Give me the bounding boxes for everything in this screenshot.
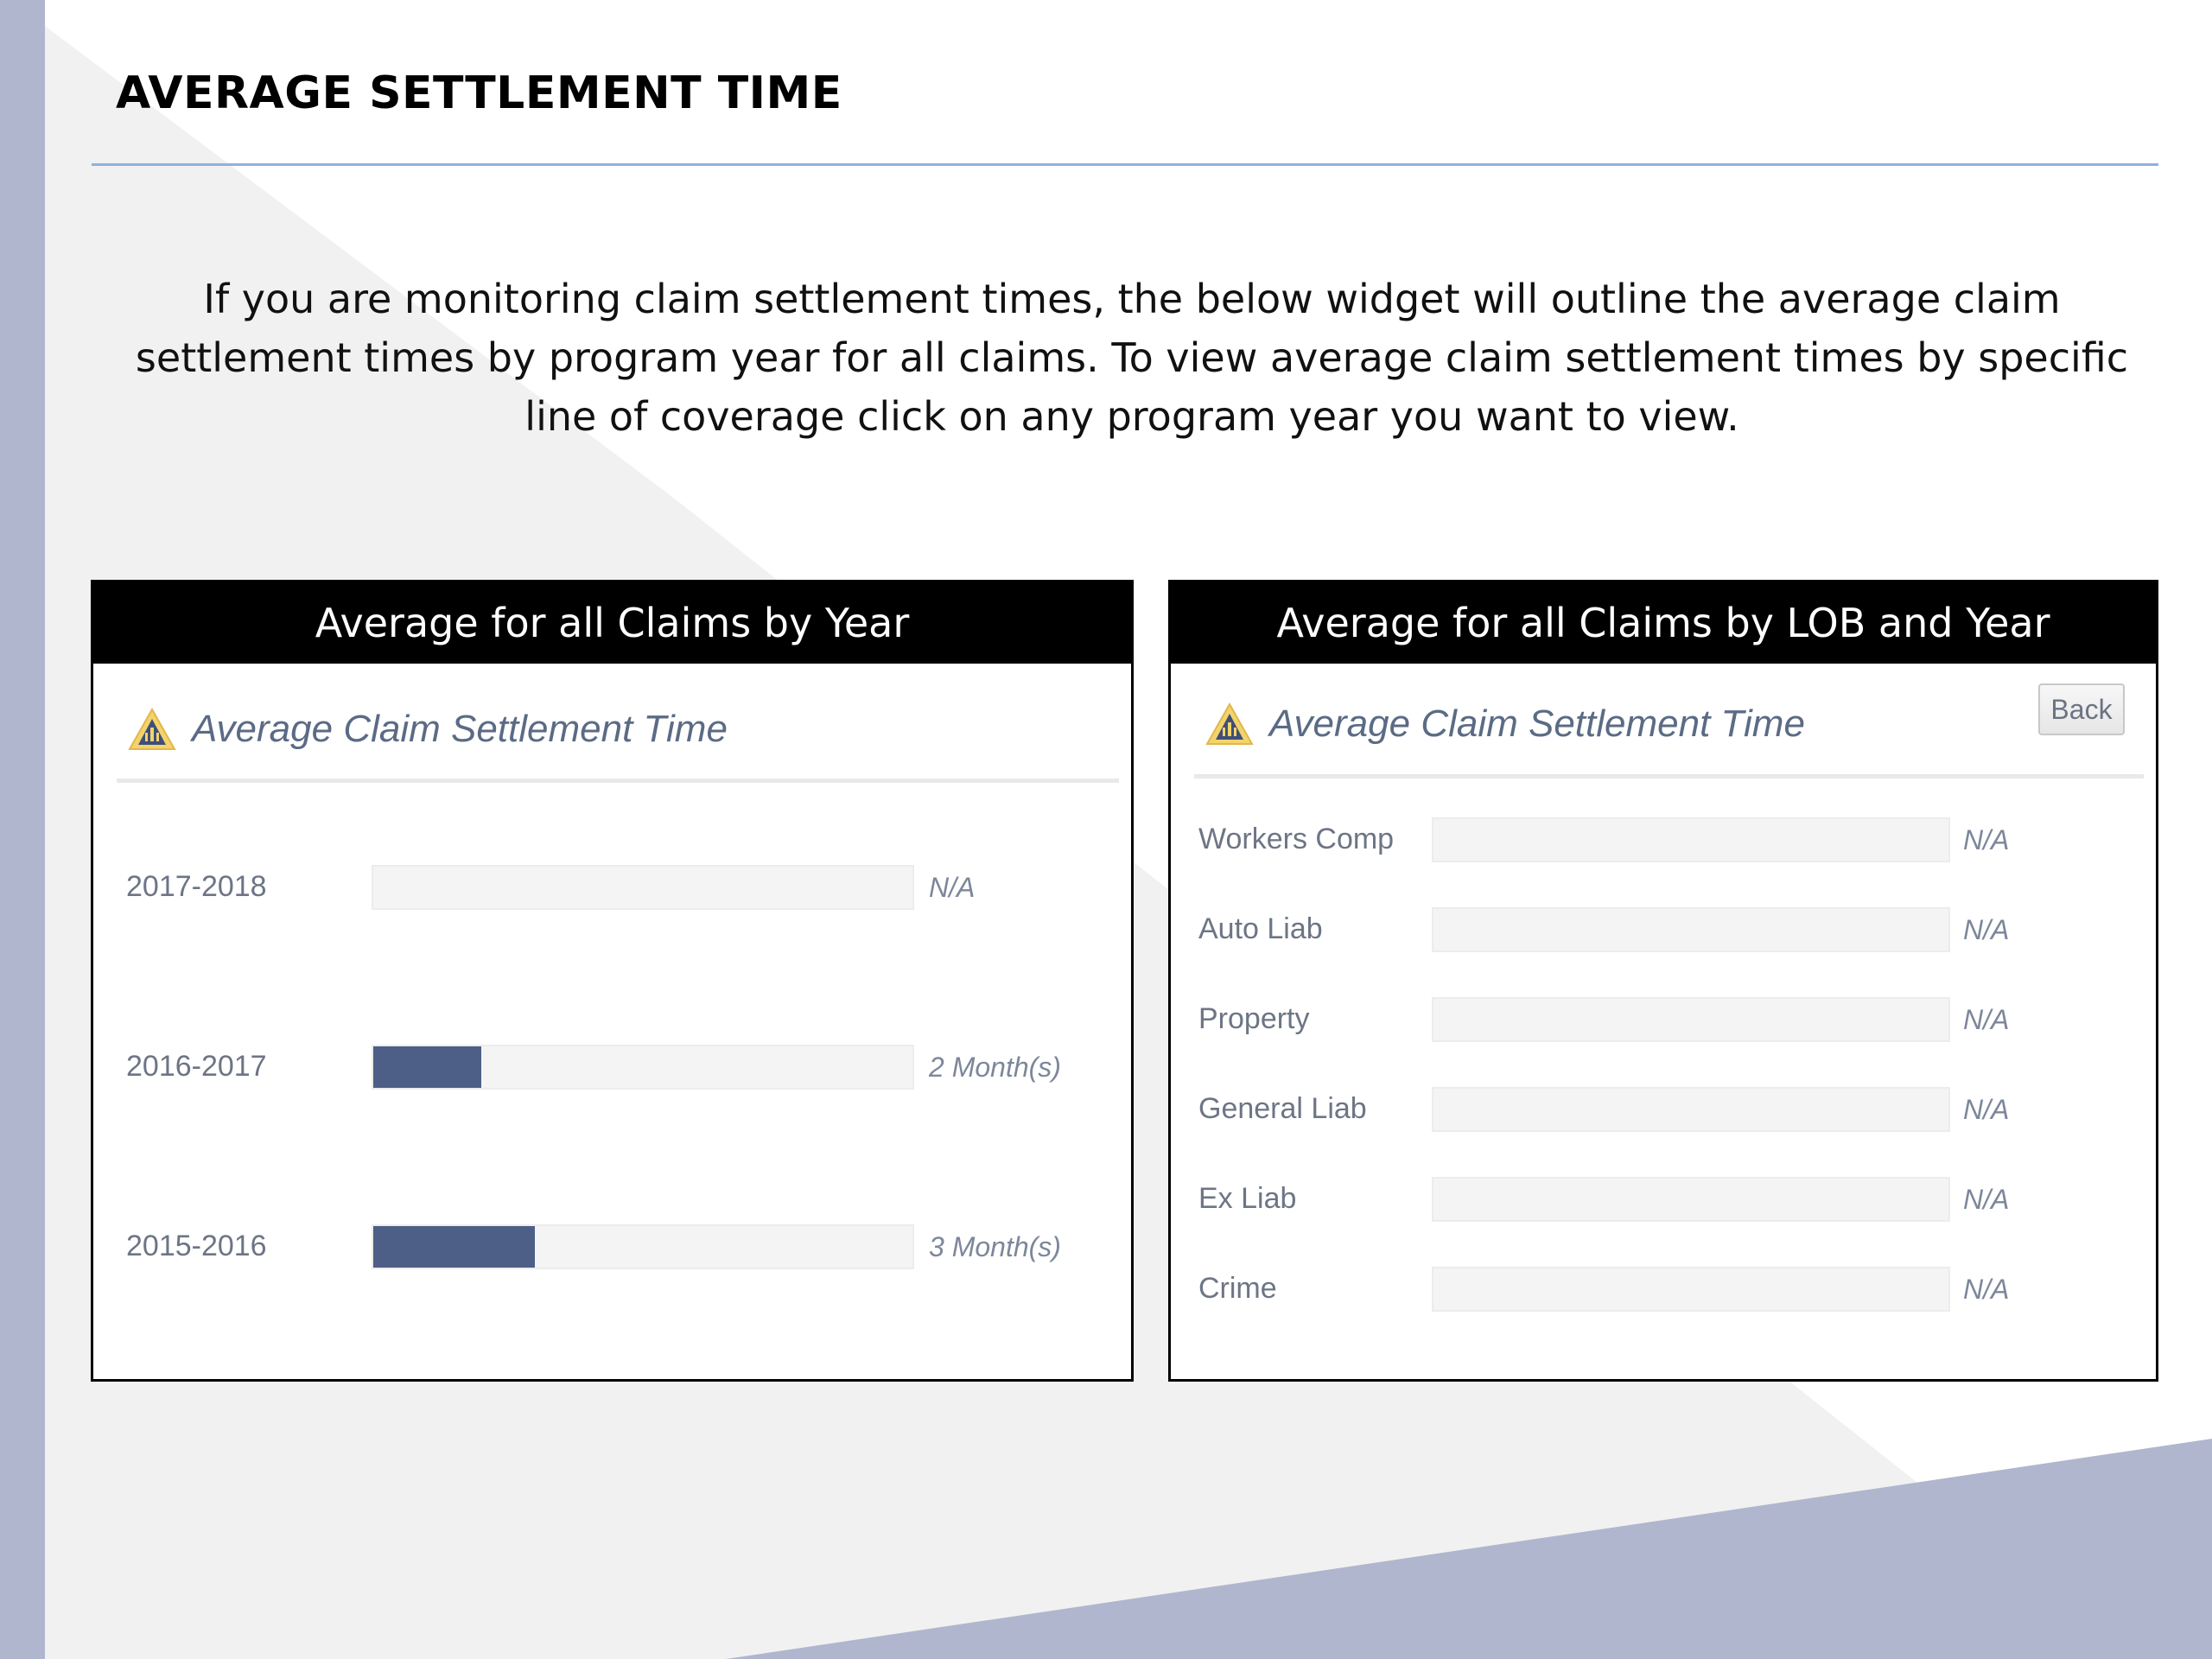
- lob-row-general-liab[interactable]: General Liab N/A: [1171, 1085, 2156, 1134]
- page-title: AVERAGE SETTLEMENT TIME: [116, 67, 842, 119]
- lob-label: Property: [1198, 1002, 1310, 1035]
- bar-value: N/A: [1963, 1004, 2010, 1035]
- bar-value: N/A: [929, 872, 976, 903]
- back-button[interactable]: Back: [2038, 683, 2125, 735]
- widget-divider: [117, 779, 1119, 783]
- bar-track: [372, 865, 914, 910]
- panel-claims-by-lob: Average for all Claims by LOB and Year A…: [1168, 580, 2158, 1382]
- lob-label: Crime: [1198, 1272, 1277, 1305]
- bar-value: N/A: [1963, 1274, 2010, 1305]
- bar-fill: [373, 1046, 481, 1088]
- year-row-2015-2016[interactable]: 2015-2016 3 Month(s): [93, 1223, 1131, 1271]
- bar-track: [1432, 1177, 1950, 1222]
- lob-row-crime[interactable]: Crime N/A: [1171, 1265, 2156, 1313]
- panel-header: Average for all Claims by LOB and Year: [1171, 582, 2156, 664]
- bar-value: N/A: [1963, 914, 2010, 945]
- bar-value: N/A: [1963, 824, 2010, 855]
- year-label: 2016-2017: [126, 1050, 267, 1083]
- widget-header: Average Claim Settlement Time: [128, 695, 1119, 764]
- bar-track: [1432, 907, 1950, 952]
- widget-title: Average Claim Settlement Time: [192, 708, 728, 750]
- lob-label: Workers Comp: [1198, 823, 1395, 855]
- warning-triangle-icon: [1205, 702, 1254, 745]
- bar-track: [1432, 997, 1950, 1042]
- year-label: 2015-2016: [126, 1230, 267, 1262]
- bar-track: [372, 1045, 914, 1090]
- widget-divider: [1194, 774, 2144, 779]
- bar-track: [1432, 1087, 1950, 1132]
- lob-label: Ex Liab: [1198, 1182, 1297, 1215]
- panel-claims-by-year: Average for all Claims by Year Average C…: [91, 580, 1134, 1382]
- lob-row-auto-liab[interactable]: Auto Liab N/A: [1171, 906, 2156, 954]
- title-divider: [92, 163, 2158, 166]
- lob-label: Auto Liab: [1198, 912, 1323, 945]
- panel-header: Average for all Claims by Year: [93, 582, 1131, 664]
- lob-row-workers-comp[interactable]: Workers Comp N/A: [1171, 816, 2156, 864]
- bar-track: [372, 1224, 914, 1269]
- year-row-2016-2017[interactable]: 2016-2017 2 Month(s): [93, 1043, 1131, 1091]
- widget-title: Average Claim Settlement Time: [1269, 702, 1805, 745]
- bar-track: [1432, 1267, 1950, 1312]
- lob-row-ex-liab[interactable]: Ex Liab N/A: [1171, 1175, 2156, 1224]
- warning-triangle-icon: [128, 707, 176, 750]
- year-label: 2017-2018: [126, 870, 267, 903]
- bar-fill: [373, 1226, 536, 1268]
- intro-text: If you are monitoring claim settlement t…: [135, 276, 2129, 440]
- widget-header: Average Claim Settlement Time: [1205, 690, 2144, 759]
- year-row-2017-2018[interactable]: 2017-2018 N/A: [93, 863, 1131, 912]
- bar-value: N/A: [1963, 1184, 2010, 1215]
- bar-value: 2 Month(s): [929, 1052, 1061, 1083]
- lob-label: General Liab: [1198, 1092, 1367, 1125]
- lob-row-property[interactable]: Property N/A: [1171, 995, 2156, 1044]
- bar-value: 3 Month(s): [929, 1231, 1061, 1262]
- bar-value: N/A: [1963, 1094, 2010, 1125]
- bar-track: [1432, 817, 1950, 862]
